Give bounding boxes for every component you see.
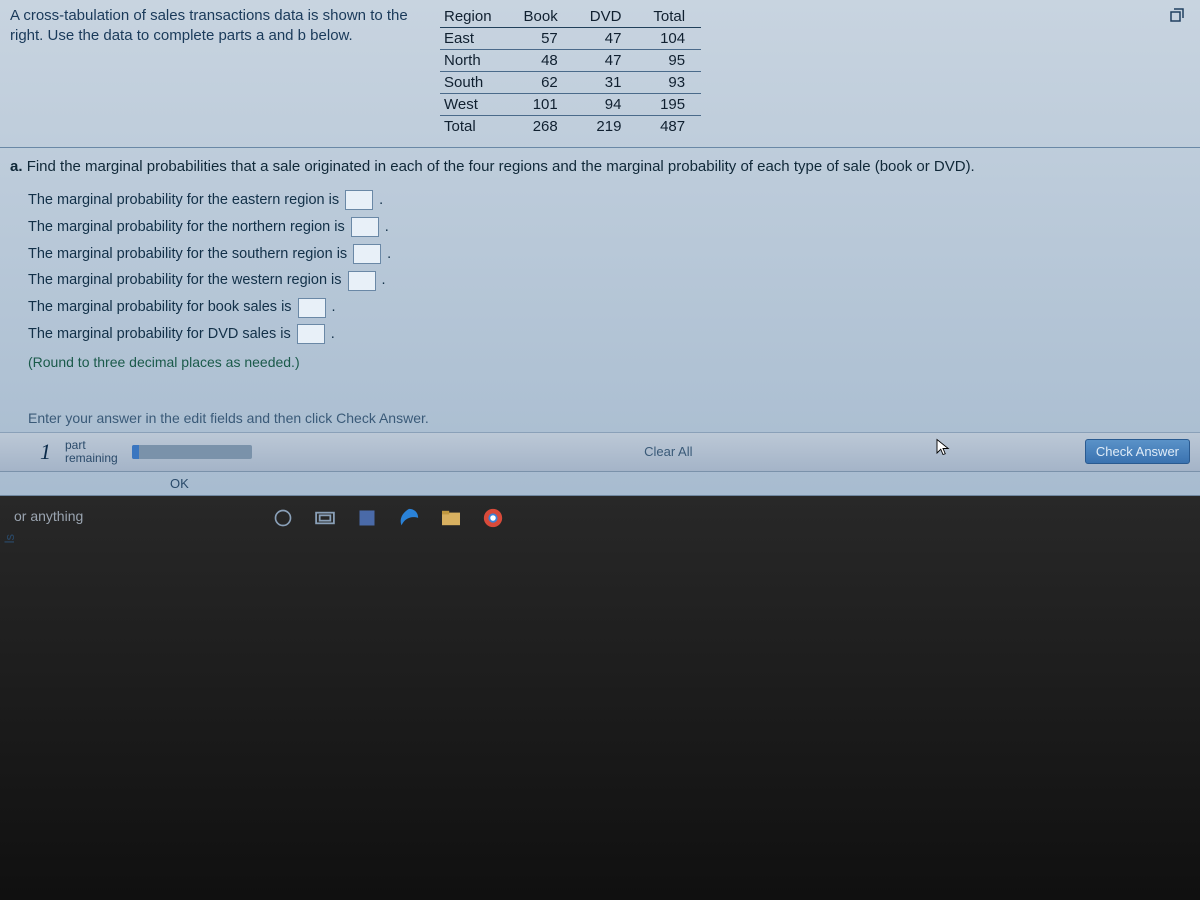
progress-fill	[132, 445, 139, 459]
divider	[0, 147, 1200, 148]
taskbar-chrome-icon[interactable]	[477, 502, 509, 534]
answer-label: The marginal probability for the souther…	[28, 241, 347, 268]
answer-input-south[interactable]	[353, 244, 381, 264]
answer-section: The marginal probability for the eastern…	[0, 183, 1200, 390]
answer-input-dvd[interactable]	[297, 324, 325, 344]
answer-label: The marginal probability for the norther…	[28, 214, 345, 241]
answer-input-north[interactable]	[351, 217, 379, 237]
answer-row: The marginal probability for the western…	[28, 267, 1190, 294]
sidebar-tab[interactable]: ls	[0, 530, 19, 547]
cursor-icon	[934, 438, 952, 460]
progress-bar	[132, 445, 252, 459]
answer-row: The marginal probability for DVD sales i…	[28, 321, 1190, 348]
col-region: Region	[440, 6, 508, 28]
answer-input-east[interactable]	[345, 190, 373, 210]
table-row-total: Total 268 219 487	[440, 116, 701, 138]
taskbar: or anything	[0, 496, 1200, 900]
clear-all-button[interactable]: Clear All	[630, 440, 706, 463]
enter-instruction: Enter your answer in the edit fields and…	[0, 390, 1200, 432]
round-note: (Round to three decimal places as needed…	[28, 350, 1190, 376]
table-row: West 101 94 195	[440, 94, 701, 116]
ok-row: OK	[0, 471, 1200, 495]
ok-button[interactable]: OK	[170, 476, 189, 491]
col-total: Total	[637, 6, 701, 28]
table-row: East 57 47 104	[440, 28, 701, 50]
answer-input-west[interactable]	[348, 271, 376, 291]
taskbar-edge-icon[interactable]	[393, 502, 425, 534]
answer-row: The marginal probability for the souther…	[28, 241, 1190, 268]
check-answer-button[interactable]: Check Answer	[1085, 439, 1190, 464]
answer-row: The marginal probability for the norther…	[28, 214, 1190, 241]
question-window: A cross-tabulation of sales transactions…	[0, 0, 1200, 496]
taskbar-cortana-icon[interactable]	[267, 502, 299, 534]
answer-label: The marginal probability for book sales …	[28, 294, 292, 321]
sales-data-table: Region Book DVD Total East 57 47 104 Nor…	[440, 6, 701, 137]
table-row: North 48 47 95	[440, 50, 701, 72]
col-book: Book	[508, 6, 574, 28]
answer-label: The marginal probability for the western…	[28, 267, 342, 294]
table-row: South 62 31 93	[440, 72, 701, 94]
answer-row: The marginal probability for book sales …	[28, 294, 1190, 321]
taskbar-explorer-icon[interactable]	[435, 502, 467, 534]
answer-label: The marginal probability for DVD sales i…	[28, 321, 291, 348]
taskbar-app-icon[interactable]	[351, 502, 383, 534]
popout-icon[interactable]	[1168, 6, 1186, 24]
parts-remaining-count: 1	[40, 439, 51, 465]
answer-input-book[interactable]	[298, 298, 326, 318]
taskbar-search[interactable]: or anything	[10, 502, 87, 530]
part-a-prompt: a. Find the marginal probabilities that …	[0, 154, 1200, 183]
answer-label: The marginal probability for the eastern…	[28, 187, 339, 214]
part-a-label: a.	[10, 158, 23, 175]
table-header-row: Region Book DVD Total	[440, 6, 701, 28]
taskbar-taskview-icon[interactable]	[309, 502, 341, 534]
parts-remaining-label: part remaining	[65, 439, 118, 465]
answer-row: The marginal probability for the eastern…	[28, 187, 1190, 214]
footer-bar: 1 part remaining Clear All Check Answer	[0, 432, 1200, 471]
problem-intro: A cross-tabulation of sales transactions…	[10, 6, 440, 47]
col-dvd: DVD	[574, 6, 638, 28]
part-a-text: Find the marginal probabilities that a s…	[27, 158, 975, 175]
